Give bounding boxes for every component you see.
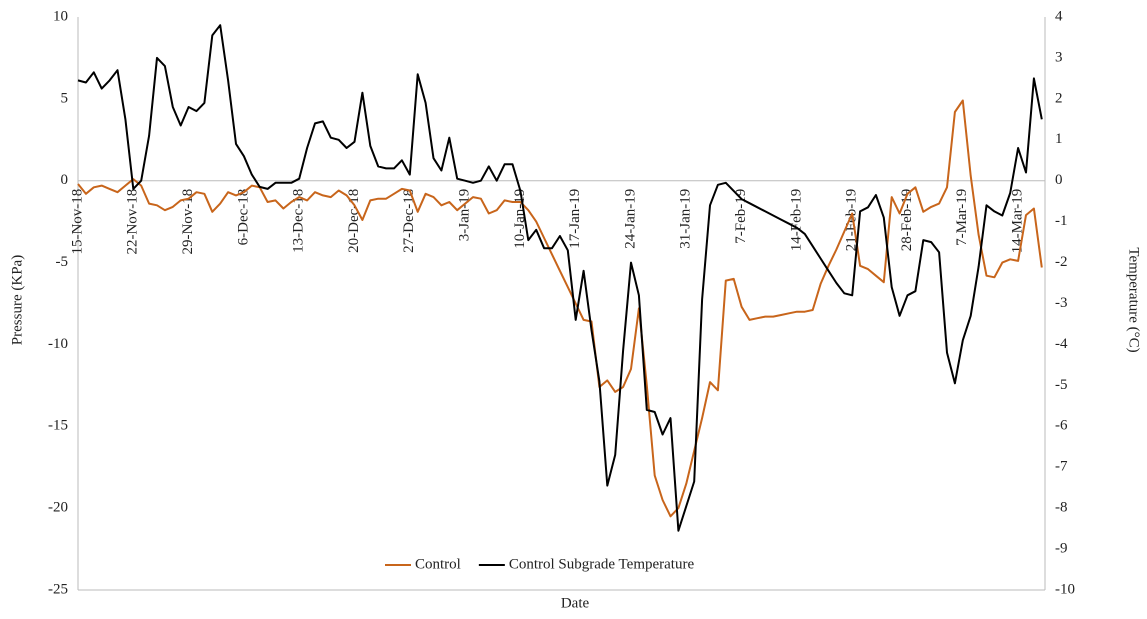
y2-tick-label: 1 [1055, 131, 1063, 147]
y2-tick-label: 2 [1055, 90, 1063, 106]
x-tick-label: 24-Jan-19 [622, 189, 638, 249]
series-line [77, 24, 1043, 532]
y2-tick-label: -6 [1055, 418, 1068, 434]
y2-tick-label: -2 [1055, 254, 1068, 270]
y-tick-label: 5 [61, 90, 69, 106]
x-tick-label: 7-Mar-19 [954, 189, 970, 246]
y2-tick-label: -3 [1055, 295, 1068, 311]
x-tick-label: 13-Dec-18 [291, 189, 307, 253]
x-tick-label: 22-Nov-18 [125, 189, 141, 255]
x-tick-label: 20-Dec-18 [346, 189, 362, 253]
x-tick-label: 17-Jan-19 [567, 189, 583, 249]
y-tick-label: -5 [56, 254, 69, 270]
y2-tick-label: 3 [1055, 49, 1063, 65]
y-tick-label: -10 [48, 336, 68, 352]
y2-tick-label: -7 [1055, 459, 1068, 475]
series-line [77, 99, 1043, 518]
x-axis-title: Date [561, 595, 590, 611]
y-tick-label: -25 [48, 581, 68, 597]
x-tick-label: 14-Mar-19 [1010, 189, 1026, 254]
x-tick-label: 7-Feb-19 [733, 189, 749, 244]
y-tick-label: -15 [48, 418, 68, 434]
y2-tick-label: -4 [1055, 336, 1068, 352]
y2-tick-label: -8 [1055, 500, 1068, 516]
y-tick-label: 10 [53, 8, 68, 24]
y2-tick-label: -10 [1055, 581, 1075, 597]
x-tick-label: 6-Dec-18 [235, 189, 251, 246]
y2-tick-label: -1 [1055, 213, 1068, 229]
x-tick-label: 28-Feb-19 [899, 189, 915, 252]
x-tick-label: 15-Nov-18 [69, 189, 85, 255]
x-tick-label: 14-Feb-19 [788, 189, 804, 252]
legend-label: Control Subgrade Temperature [509, 556, 695, 572]
x-tick-label: 3-Jan-19 [457, 189, 473, 242]
x-tick-label: 31-Jan-19 [678, 189, 694, 249]
x-tick-label: 10-Jan-19 [512, 189, 528, 249]
y-tick-label: 0 [61, 172, 69, 188]
x-tick-label: 29-Nov-18 [180, 189, 196, 255]
y2-tick-label: 4 [1055, 8, 1063, 24]
y-tick-label: -20 [48, 500, 68, 516]
y2-tick-label: 0 [1055, 172, 1063, 188]
y2-axis-title: Temperature (°C) [1126, 247, 1142, 352]
x-tick-label: 27-Dec-18 [401, 189, 417, 253]
y2-tick-label: -5 [1055, 377, 1068, 393]
y-axis-title: Pressure (KPa) [9, 255, 25, 345]
y2-tick-label: -9 [1055, 541, 1068, 557]
legend-label: Control [415, 556, 461, 572]
